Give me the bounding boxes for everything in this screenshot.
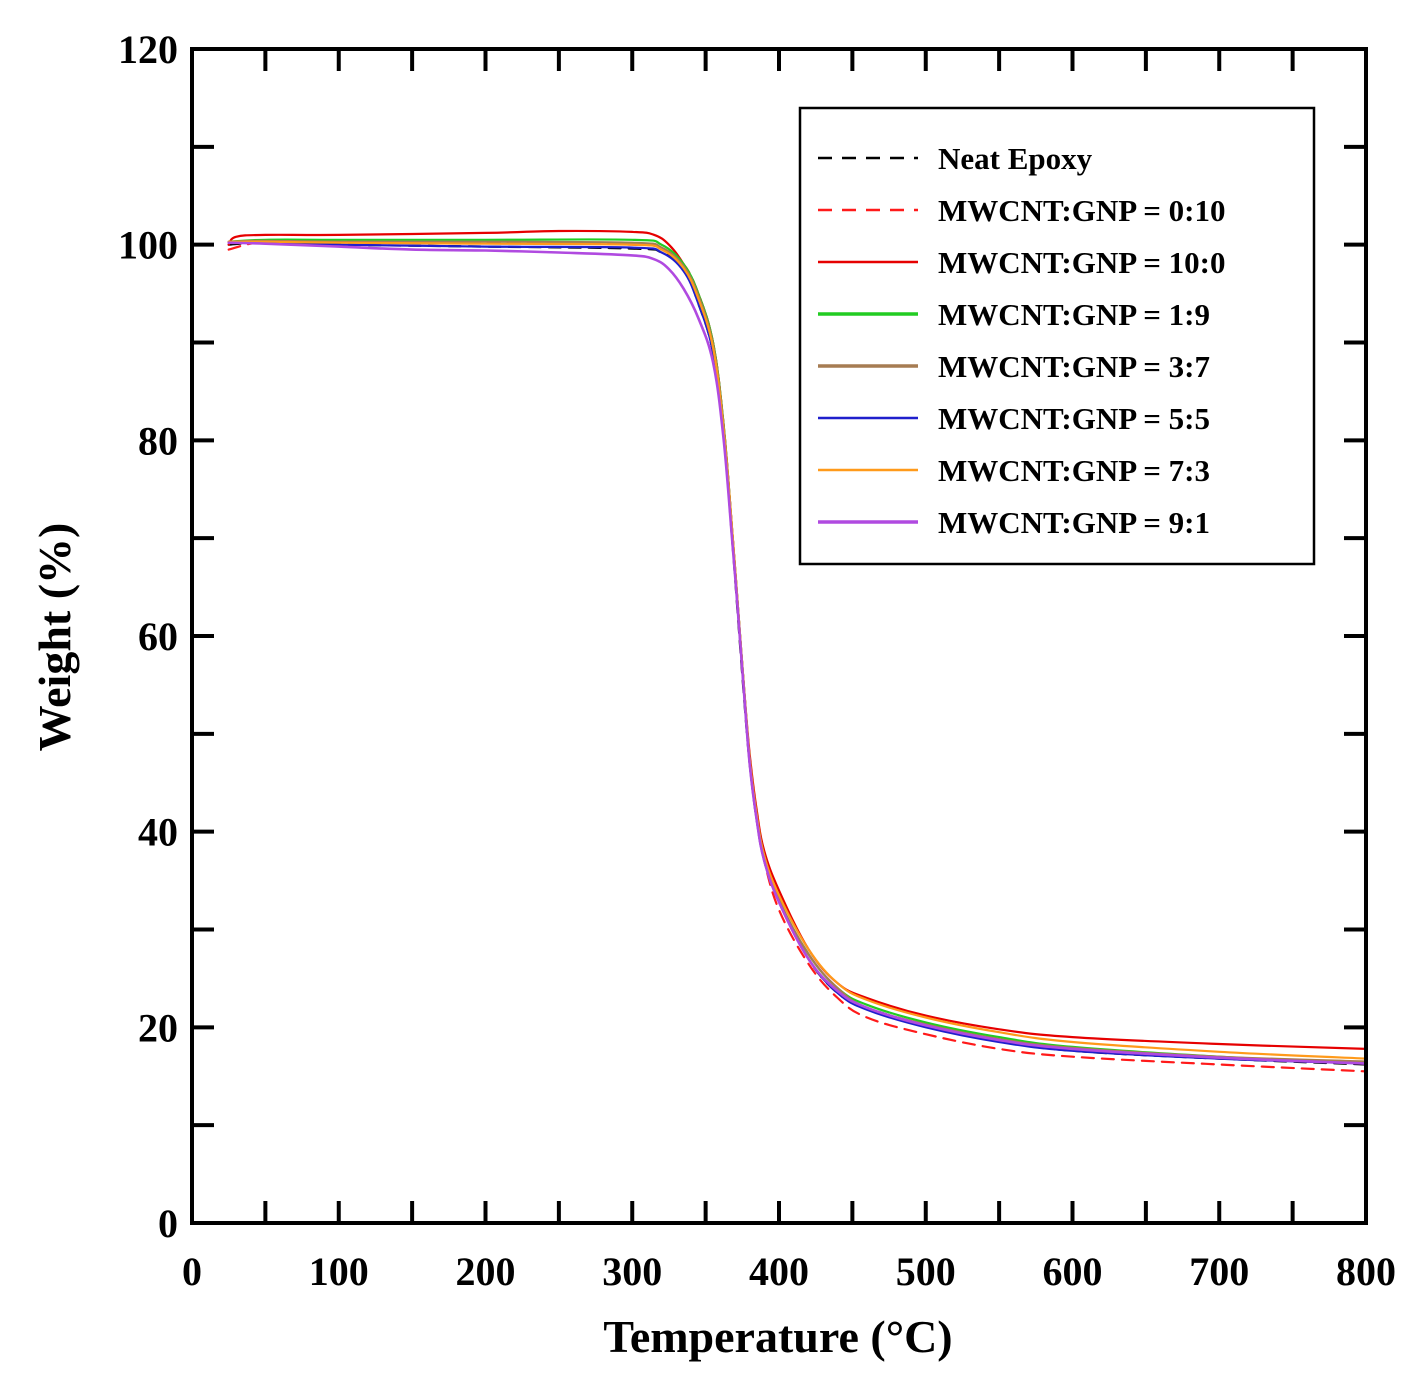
y-tick-label: 20: [138, 1005, 178, 1050]
legend-label: MWCNT:GNP = 10:0: [938, 245, 1225, 280]
y-tick-label: 60: [138, 614, 178, 659]
y-tick-label: 100: [118, 223, 178, 268]
x-tick-label: 200: [456, 1249, 516, 1294]
curves-layer: [227, 229, 1366, 1073]
x-tick-label: 300: [602, 1249, 662, 1294]
legend-label: MWCNT:GNP = 5:5: [938, 401, 1210, 436]
axes-layer: 0 100 200 300 400 500 600 700 800 0 20 40 60 80 100 120: [118, 27, 1396, 1294]
x-tick-label: 700: [1189, 1249, 1249, 1294]
x-tick-label: 100: [309, 1249, 369, 1294]
legend-label: MWCNT:GNP = 3:7: [938, 349, 1210, 384]
legend-label: MWCNT:GNP = 0:10: [938, 193, 1225, 228]
legend-label: MWCNT:GNP = 7:3: [938, 453, 1210, 488]
y-tick-label: 80: [138, 418, 178, 463]
legend: Neat Epoxy MWCNT:GNP = 0:10 MWCNT:GNP = 10…: [798, 106, 1316, 566]
y-tick-label: 0: [158, 1201, 178, 1246]
series-line-7: [227, 241, 1366, 1065]
legend-label: Neat Epoxy: [938, 141, 1093, 176]
legend-box: [798, 106, 1316, 566]
x-tick-label: 600: [1043, 1249, 1103, 1294]
legend-label: MWCNT:GNP = 1:9: [938, 297, 1210, 332]
y-axis-title: Weight (%): [29, 523, 80, 752]
legend-label: MWCNT:GNP = 9:1: [938, 505, 1210, 540]
x-tick-label: 800: [1336, 1249, 1396, 1294]
y-tick-label: 40: [138, 810, 178, 855]
x-tick-label: 400: [749, 1249, 809, 1294]
y-tick-label: 120: [118, 27, 178, 72]
x-tick-label: 500: [896, 1249, 956, 1294]
x-axis-title: Temperature (°C): [603, 1311, 952, 1362]
x-tick-label: 0: [182, 1249, 202, 1294]
